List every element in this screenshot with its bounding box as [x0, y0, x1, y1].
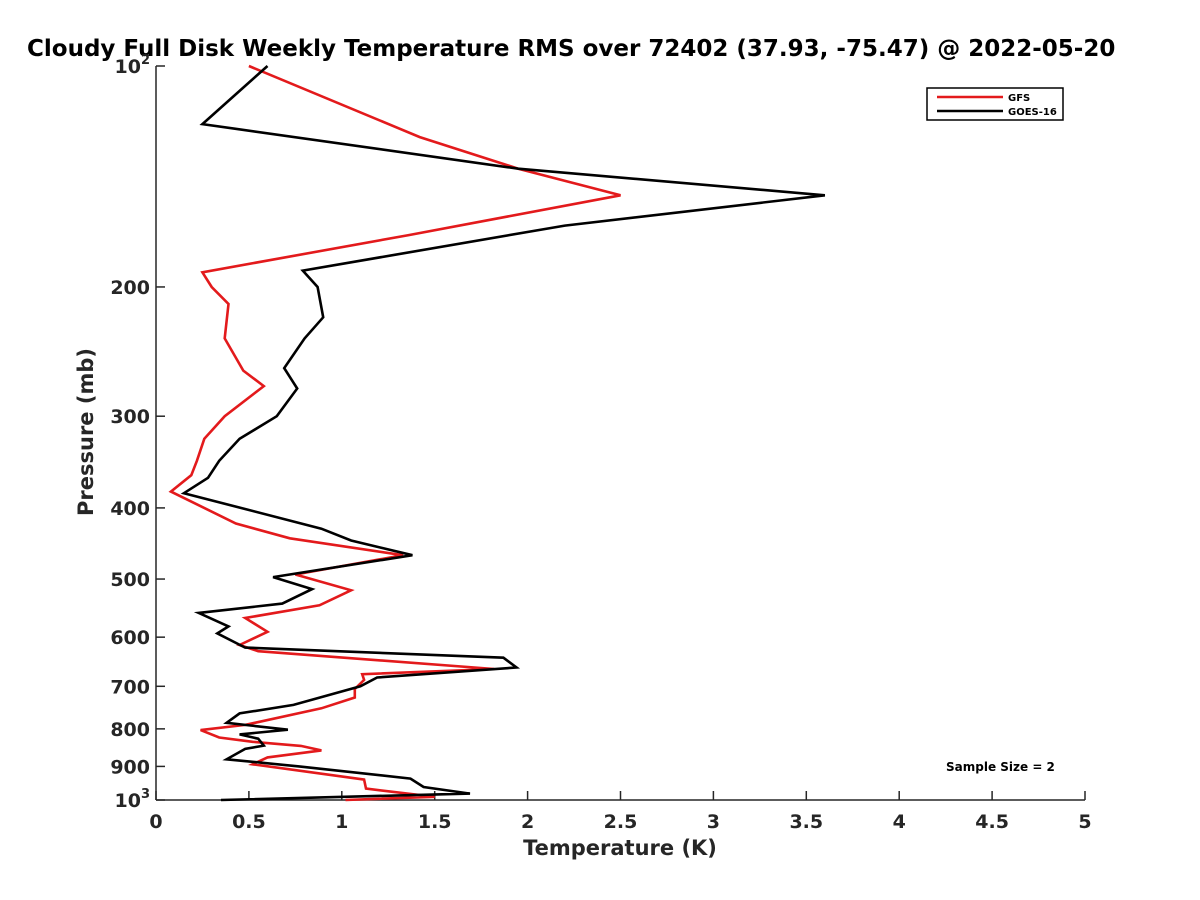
yaxis-label: Pressure (mb): [74, 348, 98, 516]
chart-title: Cloudy Full Disk Weekly Temperature RMS …: [27, 36, 1115, 62]
y-tick-label: 200: [110, 277, 150, 299]
y-tick-label-base: 10: [115, 56, 141, 78]
y-tick-label-base: 600: [110, 627, 150, 649]
y-tick-label-exponent: 2: [141, 53, 150, 68]
legend-box: [926, 87, 1064, 121]
x-tick-label: 2: [521, 811, 534, 833]
y-tick-label-exponent: 3: [141, 787, 150, 802]
y-tick-label: 300: [110, 406, 150, 428]
legend: GFS GOES-16: [926, 87, 1064, 121]
legend-label-gfs: GFS: [1008, 93, 1030, 104]
y-tick-label: 800: [110, 719, 150, 741]
y-tick-label-base: 400: [110, 498, 150, 520]
x-tick-label: 1.5: [418, 811, 452, 833]
x-tick-label: 3.5: [789, 811, 823, 833]
x-tick-label: 0: [149, 811, 162, 833]
sample-size-annotation: Sample Size = 2: [946, 760, 1055, 774]
y-tick-label-base: 300: [110, 406, 150, 428]
x-tick-label: 4: [893, 811, 906, 833]
x-tick-label: 4.5: [975, 811, 1009, 833]
x-tick-label: 1: [335, 811, 348, 833]
y-tick-label: 103: [115, 787, 151, 812]
y-tick-label-base: 200: [110, 277, 150, 299]
y-tick-label: 900: [110, 756, 150, 778]
legend-label-goes-16: GOES-16: [1008, 107, 1057, 118]
axes-layer: 0 0.5 1 1.5 2 2.5 3 3.5 4 4.5 51022003004005006007…: [110, 53, 1091, 833]
x-tick-label: 5: [1078, 811, 1091, 833]
y-tick-label-base: 800: [110, 719, 150, 741]
y-tick-label: 500: [110, 569, 150, 591]
x-tick-label: 0.5: [232, 811, 266, 833]
y-tick-label: 700: [110, 676, 150, 698]
x-tick-label: 2.5: [604, 811, 638, 833]
xaxis-label: Temperature (K): [523, 836, 717, 860]
y-tick-label: 600: [110, 627, 150, 649]
x-tick-label: 3: [707, 811, 720, 833]
y-tick-label: 102: [115, 53, 151, 78]
y-tick-label: 400: [110, 498, 150, 520]
y-tick-label-base: 900: [110, 756, 150, 778]
y-tick-label-base: 500: [110, 569, 150, 591]
series-line-goes-16: [180, 65, 826, 802]
y-tick-label-base: 10: [115, 790, 141, 812]
series-line-gfs: [168, 64, 621, 802]
series-layer: [168, 64, 826, 802]
y-tick-label-base: 700: [110, 676, 150, 698]
